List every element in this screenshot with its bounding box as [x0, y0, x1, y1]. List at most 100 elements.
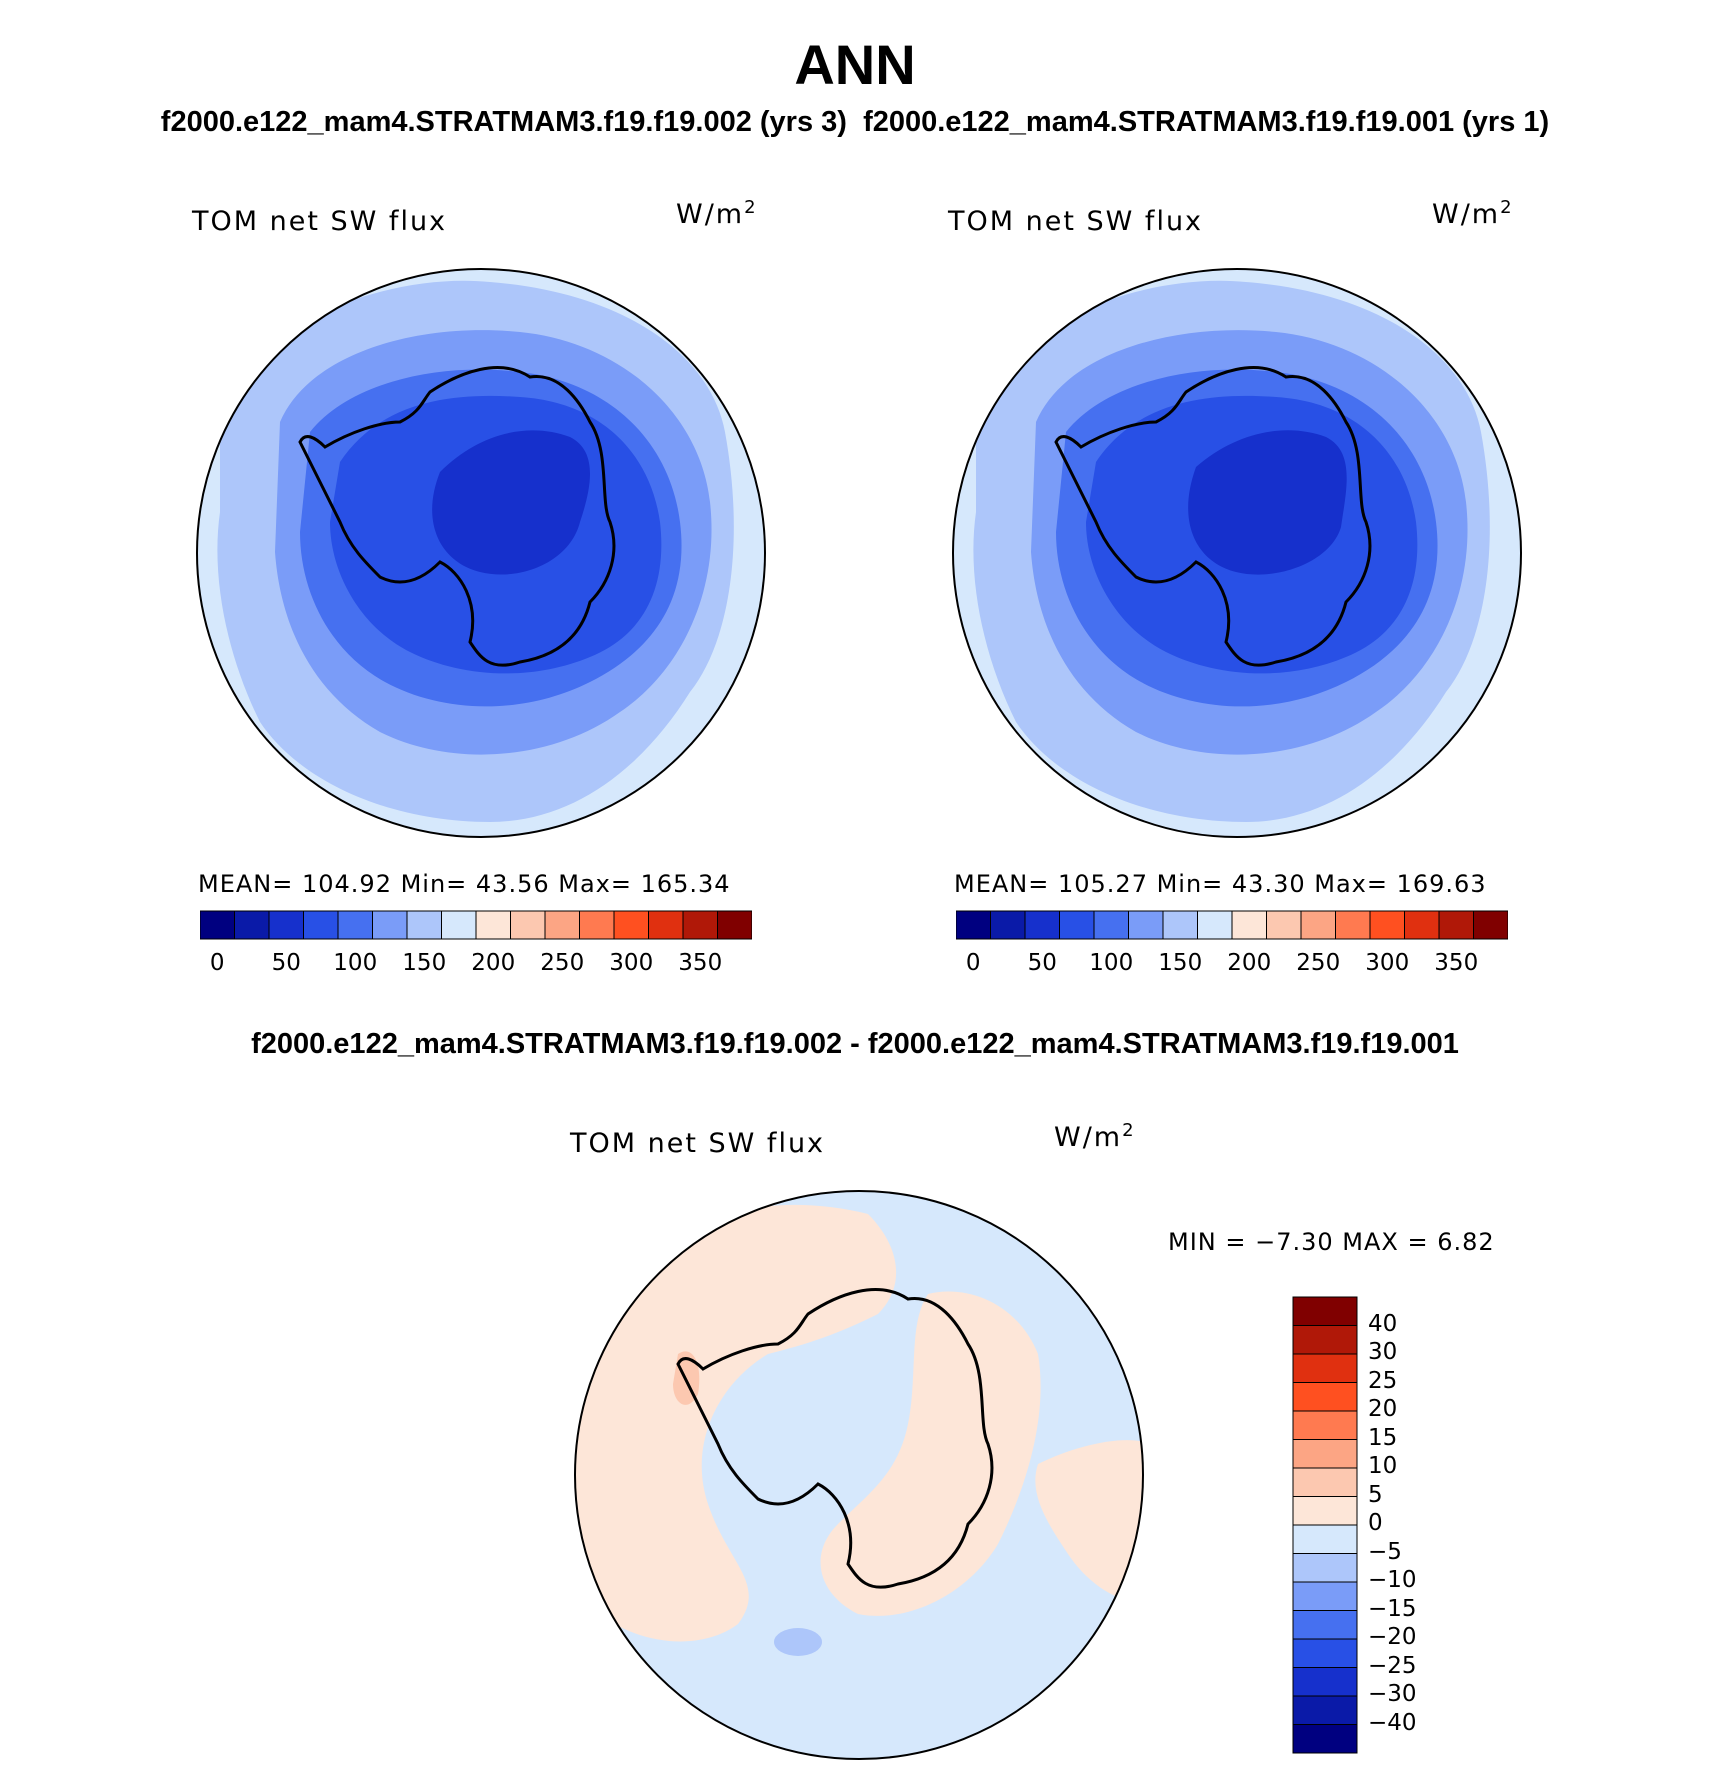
colorbar-swatch — [441, 910, 477, 940]
colorbar-swatch — [1093, 910, 1129, 940]
colorbar-swatch — [1292, 1667, 1358, 1697]
polar-map-right — [952, 268, 1522, 838]
colorbar-swatch — [579, 910, 615, 940]
colorbar-swatch — [1197, 910, 1233, 940]
colorbar-tick-label: 10 — [1368, 1453, 1398, 1479]
colorbar-tick-label: 100 — [1089, 950, 1134, 976]
colorbar-swatch — [1162, 910, 1198, 940]
page-title: ANN — [794, 33, 916, 96]
map-boundary-circle — [196, 268, 766, 838]
colorbar-tick-label: 250 — [540, 950, 585, 976]
plot-label-left: TOM net SW flux — [192, 206, 448, 237]
colorbar-tick-label: 50 — [1027, 950, 1057, 976]
units-diff-exp: 2 — [1122, 1120, 1136, 1141]
colorbar-swatch — [268, 910, 304, 940]
contour-fill-0-5-west — [575, 1204, 897, 1642]
colorbar-swatch — [1292, 1581, 1358, 1611]
colorbar-swatch — [1335, 910, 1371, 940]
colorbar-right — [956, 910, 1508, 940]
colorbar-tick-label: −15 — [1368, 1595, 1417, 1622]
colorbar-swatch — [1231, 910, 1267, 940]
colorbar-swatch — [200, 910, 235, 940]
colorbar-swatch — [1292, 1353, 1358, 1383]
colorbar-tick-label: 0 — [209, 950, 225, 976]
colorbar-swatch — [303, 910, 339, 940]
stats-left: MEAN= 104.92 Min= 43.56 Max= 165.34 — [198, 870, 731, 898]
colorbar-tick-label: 350 — [1434, 950, 1479, 976]
colorbar-swatch — [1292, 1439, 1358, 1469]
colorbar-tick-label: 100 — [333, 950, 378, 976]
stats-diff: MIN = −7.30 MAX = 6.82 — [1168, 1228, 1495, 1256]
colorbar-tick-label: −30 — [1368, 1681, 1417, 1707]
contour-fill-plateau — [1188, 430, 1347, 575]
colorbar-tick-label: 200 — [1227, 950, 1272, 976]
colorbar-tick-label: 300 — [609, 950, 654, 976]
antarctica-coastline — [676, 1288, 994, 1589]
units-diff: W/m2 — [1054, 1120, 1136, 1153]
colorbar-swatch — [337, 910, 373, 940]
units-diff-base: W/m — [1054, 1122, 1123, 1153]
colorbar-tick-label: 50 — [271, 950, 301, 976]
units-left: W/m2 — [676, 197, 758, 230]
colorbar-left — [200, 910, 752, 940]
colorbar-swatch — [1128, 910, 1164, 940]
colorbar-swatch — [990, 910, 1026, 940]
colorbar-swatch — [1292, 1496, 1358, 1526]
plot-label-diff: TOM net SW flux — [570, 1128, 826, 1159]
map-boundary-circle — [574, 1190, 1144, 1760]
colorbar-swatch — [1292, 1382, 1358, 1412]
polar-map-left — [196, 268, 766, 838]
colorbar-tick-label: 30 — [1368, 1339, 1398, 1365]
colorbar-swatch — [1292, 1553, 1358, 1583]
colorbar-swatch — [1292, 1296, 1358, 1326]
colorbar-swatch — [1266, 910, 1302, 940]
colorbar-swatch — [510, 910, 546, 940]
colorbar-tick-label: 25 — [1368, 1367, 1398, 1394]
units-right-exp: 2 — [1500, 197, 1514, 218]
colorbar-ticks-right: 0 50 100 150 200 250 300 350 — [956, 950, 1508, 980]
colorbar-swatch — [1300, 910, 1336, 940]
colorbar-tick-label: 0 — [1368, 1510, 1383, 1536]
colorbar-tick-label: −25 — [1368, 1652, 1417, 1679]
colorbar-swatch — [956, 910, 991, 940]
colorbar-swatch — [1292, 1610, 1358, 1640]
colorbar-swatch — [1292, 1638, 1358, 1668]
colorbar-ticks-left: 0 50 100 150 200 250 300 350 — [200, 950, 752, 980]
colorbar-vertical-ticks: 40 30 25 20 15 10 5 0 −5 −10 −15 −20 −25 −30 −40 — [1368, 1296, 1448, 1756]
diff-title: f2000.e122_mam4.STRATMAM3.f19.f19.002 - … — [251, 1028, 1459, 1060]
map-boundary-circle — [952, 268, 1522, 838]
colorbar-tick-label: −5 — [1368, 1538, 1402, 1565]
colorbar-swatch — [372, 910, 408, 940]
colorbar-swatch — [1473, 910, 1508, 940]
colorbar-tick-label: −40 — [1368, 1709, 1417, 1736]
subtitle-case-left: f2000.e122_mam4.STRATMAM3.f19.f19.002 (y… — [160, 106, 847, 138]
panel-subtitles: f2000.e122_mam4.STRATMAM3.f19.f19.002 (y… — [0, 106, 1710, 139]
colorbar-swatch — [1024, 910, 1060, 940]
colorbar-tick-label: 150 — [1158, 950, 1203, 976]
colorbar-swatch — [1369, 910, 1405, 940]
colorbar-swatch — [1292, 1695, 1358, 1725]
colorbar-swatch — [648, 910, 684, 940]
colorbar-swatch — [717, 910, 752, 940]
colorbar-tick-label: 300 — [1365, 950, 1410, 976]
colorbar-tick-label: 5 — [1368, 1481, 1383, 1508]
subtitle-case-right: f2000.e122_mam4.STRATMAM3.f19.f19.001 (y… — [863, 106, 1550, 138]
antarctica-coastline — [298, 366, 616, 667]
colorbar-tick-label: 200 — [471, 950, 516, 976]
colorbar-swatch — [1404, 910, 1440, 940]
colorbar-tick-label: 150 — [402, 950, 447, 976]
colorbar-swatch — [1292, 1325, 1358, 1355]
colorbar-tick-label: −10 — [1368, 1567, 1417, 1593]
colorbar-tick-label: 15 — [1368, 1424, 1398, 1451]
colorbar-tick-label: −20 — [1368, 1624, 1417, 1650]
colorbar-swatch — [1292, 1724, 1358, 1754]
contour-fill-0-5-far-east — [1035, 1440, 1143, 1604]
colorbar-swatch — [475, 910, 511, 940]
colorbar-swatch — [1059, 910, 1095, 940]
colorbar-tick-label: 0 — [965, 950, 981, 976]
colorbar-swatch — [1438, 910, 1474, 940]
contour-fill-plateau — [432, 430, 590, 575]
colorbar-swatch — [682, 910, 718, 940]
stats-right: MEAN= 105.27 Min= 43.30 Max= 169.63 — [954, 870, 1487, 898]
colorbar-swatch — [613, 910, 649, 940]
